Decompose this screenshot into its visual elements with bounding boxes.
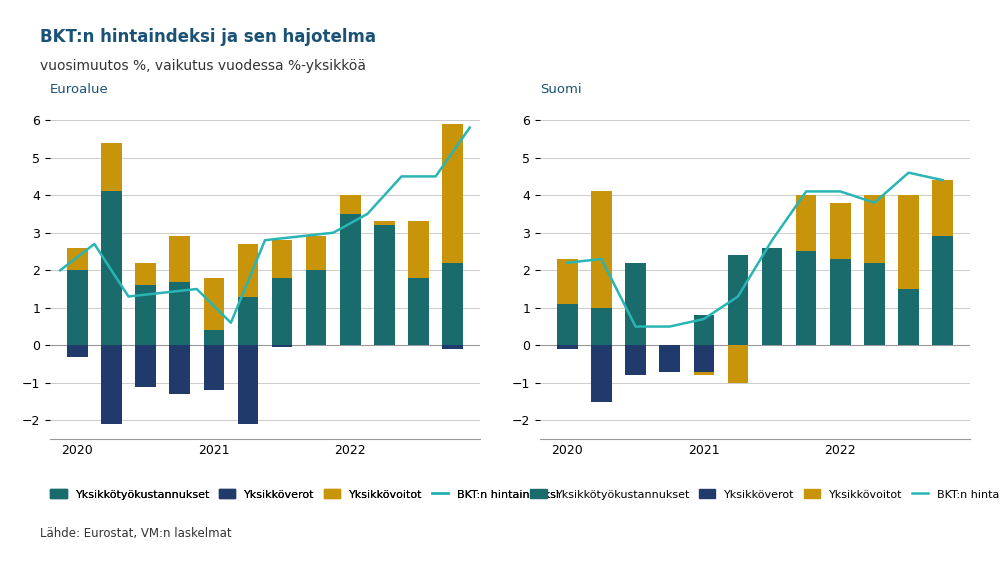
- Bar: [625, 345, 646, 376]
- Bar: [135, 263, 156, 285]
- Bar: [135, 345, 156, 387]
- Legend: Yksikkötyökustannukset, Yksikköverot, Yksikkövoitot, BKT:n hintaindeksi: Yksikkötyökustannukset, Yksikköverot, Yk…: [46, 485, 564, 504]
- Bar: [169, 236, 190, 282]
- Text: vuosimuutos %, vaikutus vuodessa %-yksikköä: vuosimuutos %, vaikutus vuodessa %-yksik…: [40, 59, 366, 73]
- Bar: [728, 255, 748, 345]
- Bar: [67, 248, 88, 270]
- Bar: [728, 345, 748, 383]
- Bar: [591, 191, 612, 308]
- Bar: [101, 191, 122, 345]
- Bar: [67, 270, 88, 345]
- Bar: [67, 345, 88, 356]
- Bar: [864, 195, 885, 263]
- Bar: [898, 289, 919, 345]
- Bar: [932, 236, 953, 345]
- Bar: [830, 203, 851, 259]
- Bar: [238, 297, 258, 345]
- Bar: [238, 345, 258, 424]
- Bar: [796, 195, 816, 252]
- Bar: [340, 195, 361, 214]
- Bar: [408, 278, 429, 345]
- Bar: [306, 236, 326, 270]
- Text: BKT:n hintaindeksi ja sen hajotelma: BKT:n hintaindeksi ja sen hajotelma: [40, 28, 376, 46]
- Bar: [272, 345, 292, 347]
- Bar: [272, 278, 292, 345]
- Bar: [557, 304, 578, 345]
- Text: Euroalue: Euroalue: [50, 83, 109, 96]
- Bar: [591, 308, 612, 345]
- Bar: [442, 263, 463, 345]
- Bar: [591, 345, 612, 401]
- Bar: [864, 263, 885, 345]
- Text: Suomi: Suomi: [540, 83, 582, 96]
- Bar: [204, 330, 224, 345]
- Bar: [340, 214, 361, 345]
- Bar: [694, 345, 714, 372]
- Bar: [694, 372, 714, 376]
- Bar: [101, 345, 122, 424]
- Bar: [830, 259, 851, 345]
- Bar: [204, 345, 224, 390]
- Bar: [374, 221, 395, 225]
- Bar: [408, 221, 429, 278]
- Bar: [557, 259, 578, 304]
- Bar: [169, 282, 190, 345]
- Bar: [272, 240, 292, 278]
- Bar: [694, 315, 714, 345]
- Bar: [625, 263, 646, 345]
- Bar: [659, 345, 680, 372]
- Bar: [898, 195, 919, 289]
- Bar: [238, 244, 258, 297]
- Bar: [442, 124, 463, 263]
- Bar: [557, 345, 578, 349]
- Bar: [762, 248, 782, 345]
- Bar: [442, 345, 463, 349]
- Legend: Yksikkötyökustannukset, Yksikköverot, Yksikkövoitot, BKT:n hintaindeksi: Yksikkötyökustannukset, Yksikköverot, Yk…: [526, 485, 1000, 504]
- Text: Lähde: Eurostat, VM:n laskelmat: Lähde: Eurostat, VM:n laskelmat: [40, 528, 232, 540]
- Bar: [135, 285, 156, 345]
- Bar: [932, 180, 953, 236]
- Bar: [306, 270, 326, 345]
- Bar: [169, 345, 190, 394]
- Bar: [374, 225, 395, 345]
- Bar: [796, 252, 816, 345]
- Bar: [204, 278, 224, 330]
- Bar: [101, 142, 122, 191]
